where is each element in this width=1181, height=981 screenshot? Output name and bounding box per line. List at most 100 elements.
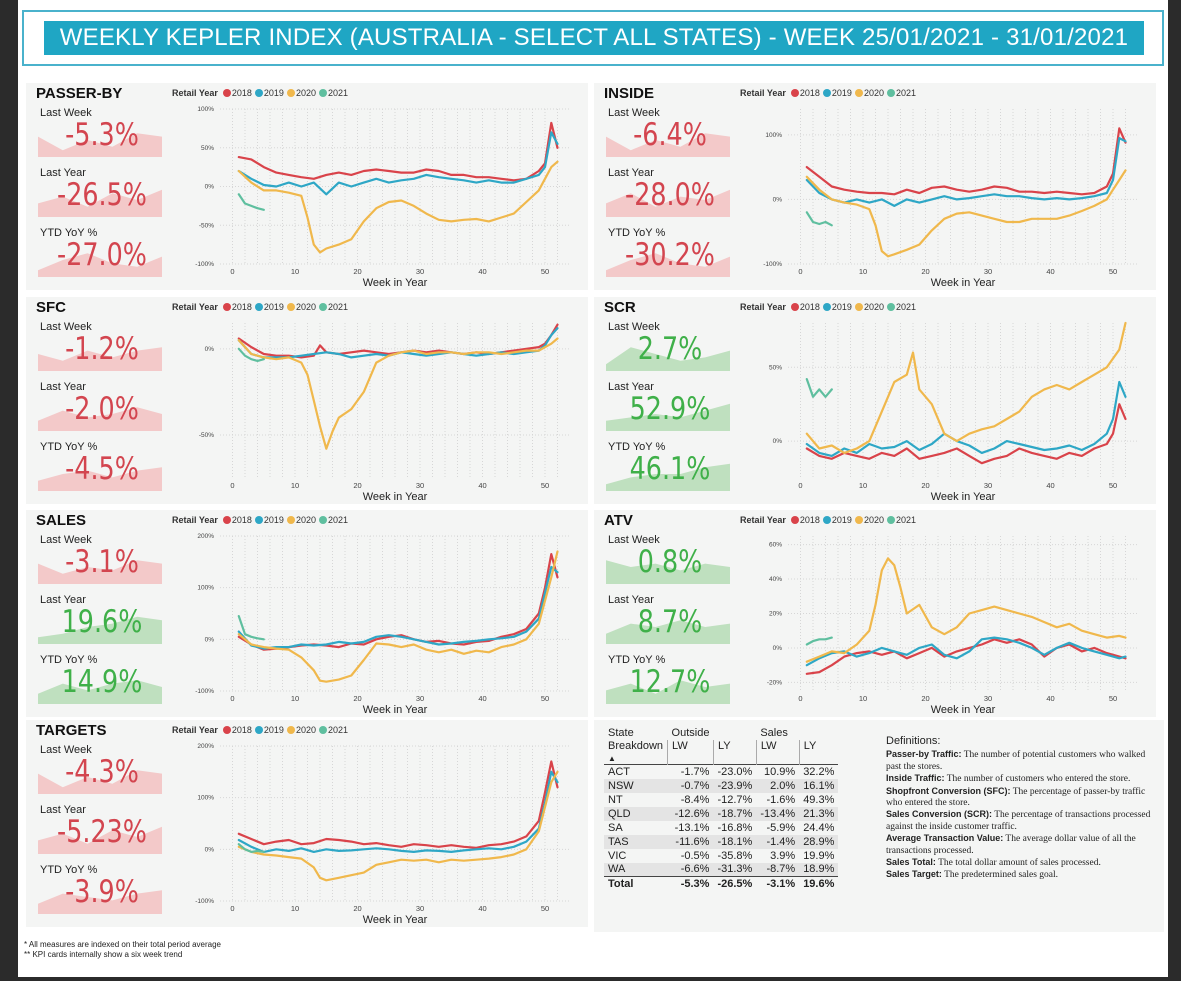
series-line-2018[interactable] bbox=[805, 638, 1127, 675]
series-line-2019[interactable] bbox=[237, 131, 559, 196]
legend-dot-2020[interactable] bbox=[854, 303, 863, 311]
legend-dot-2018[interactable] bbox=[222, 303, 231, 311]
kpi-card[interactable]: Last Year 19.6% bbox=[38, 594, 168, 650]
legend-dot-2020[interactable] bbox=[286, 726, 295, 734]
kpi-card[interactable]: Last Year 52.9% bbox=[606, 381, 736, 437]
legend-dot-2021[interactable] bbox=[886, 89, 895, 97]
series-line-2018[interactable] bbox=[237, 760, 559, 849]
legend-dot-2019[interactable] bbox=[822, 89, 831, 97]
legend-dot-2018[interactable] bbox=[790, 303, 799, 311]
legend-item-2021[interactable]: 2021 bbox=[327, 88, 348, 98]
series-line-2018[interactable] bbox=[805, 127, 1127, 196]
legend-dot-2021[interactable] bbox=[318, 726, 327, 734]
legend-item-2021[interactable]: 2021 bbox=[895, 302, 916, 312]
line-chart[interactable]: 50% 0% 0 10 20 30 40 50 Week in Year bbox=[746, 315, 1148, 505]
kpi-card[interactable]: YTD YoY % 14.9% bbox=[38, 654, 168, 710]
kpi-card[interactable]: Last Year -2.0% bbox=[38, 381, 168, 437]
table-row[interactable]: TAS -11.6% -18.1% -1.4% 28.9% bbox=[604, 834, 839, 849]
legend-dot-2019[interactable] bbox=[254, 726, 263, 734]
legend-dot-2019[interactable] bbox=[254, 516, 263, 524]
legend-dot-2018[interactable] bbox=[790, 516, 799, 524]
kpi-card[interactable]: YTD YoY % -30.2% bbox=[606, 227, 736, 283]
col-header-breakdown[interactable]: Breakdown ▲ bbox=[608, 740, 664, 763]
series-line-2020[interactable] bbox=[805, 169, 1127, 258]
table-row[interactable]: VIC -0.5% -35.8% 3.9% 19.9% bbox=[604, 849, 838, 863]
legend-item-2018[interactable]: 2018 bbox=[231, 88, 252, 98]
legend-item-2020[interactable]: 2020 bbox=[295, 88, 316, 98]
legend-item-2019[interactable]: 2019 bbox=[831, 515, 852, 525]
legend-item-2020[interactable]: 2020 bbox=[295, 302, 316, 312]
legend-dot-2021[interactable] bbox=[886, 303, 895, 311]
legend-dot-2018[interactable] bbox=[222, 726, 231, 734]
legend-dot-2019[interactable] bbox=[822, 303, 831, 311]
kpi-card[interactable]: YTD YoY % -27.0% bbox=[38, 227, 168, 283]
table-row[interactable]: NT -8.4% -12.7% -1.6% 49.3% bbox=[604, 793, 838, 807]
series-line-2021[interactable] bbox=[805, 378, 833, 398]
kpi-card[interactable]: Last Year -28.0% bbox=[606, 167, 736, 223]
series-line-2020[interactable] bbox=[237, 550, 559, 683]
series-line-2020[interactable] bbox=[805, 557, 1127, 663]
series-line-2019[interactable] bbox=[237, 770, 559, 853]
chart-legend[interactable]: Retail Year 2018 2019 2020 2021 bbox=[172, 88, 348, 98]
kpi-card[interactable]: YTD YoY % 46.1% bbox=[606, 441, 736, 497]
chart-legend[interactable]: Retail Year 2018 2019 2020 2021 bbox=[172, 302, 348, 312]
legend-item-2018[interactable]: 2018 bbox=[799, 88, 820, 98]
chart-legend[interactable]: Retail Year 2018 2019 2020 2021 bbox=[172, 725, 348, 735]
col-header-outside-lw[interactable]: LW bbox=[667, 740, 714, 765]
kpi-card[interactable]: Last Week -1.2% bbox=[38, 321, 168, 377]
table-row[interactable]: WA -6.6% -31.3% -8.7% 18.9% bbox=[604, 862, 839, 877]
kpi-card[interactable]: YTD YoY % 12.7% bbox=[606, 654, 736, 710]
series-line-2019[interactable] bbox=[805, 137, 1127, 207]
legend-dot-2020[interactable] bbox=[286, 516, 295, 524]
series-line-2021[interactable] bbox=[237, 615, 265, 641]
sort-asc-icon[interactable]: ▲ bbox=[608, 754, 616, 763]
legend-item-2019[interactable]: 2019 bbox=[263, 515, 284, 525]
kpi-card[interactable]: Last Year -26.5% bbox=[38, 167, 168, 223]
legend-item-2021[interactable]: 2021 bbox=[895, 515, 916, 525]
legend-item-2021[interactable]: 2021 bbox=[327, 725, 348, 735]
line-chart[interactable]: 200% 100% 0% -100% 0 10 20 30 40 50 Week in Year bbox=[178, 528, 580, 718]
line-chart[interactable]: 0% -50% 0 10 20 30 40 50 Week in Year bbox=[178, 315, 580, 505]
legend-item-2020[interactable]: 2020 bbox=[863, 88, 884, 98]
legend-item-2019[interactable]: 2019 bbox=[831, 88, 852, 98]
kpi-card[interactable]: Last Year 8.7% bbox=[606, 594, 736, 650]
legend-dot-2020[interactable] bbox=[286, 303, 295, 311]
series-line-2018[interactable] bbox=[805, 403, 1127, 465]
kpi-card[interactable]: Last Year -5.23% bbox=[38, 804, 168, 860]
kpi-card[interactable]: Last Week -6.4% bbox=[606, 107, 736, 163]
legend-dot-2020[interactable] bbox=[854, 89, 863, 97]
legend-item-2018[interactable]: 2018 bbox=[799, 302, 820, 312]
legend-item-2021[interactable]: 2021 bbox=[895, 88, 916, 98]
col-header-outside-ly[interactable]: LY bbox=[712, 740, 757, 765]
kpi-card[interactable]: Last Week -3.1% bbox=[38, 534, 168, 590]
line-chart[interactable]: 200% 100% 0% -100% 0 10 20 30 40 50 Week in Year bbox=[178, 738, 580, 928]
table-row[interactable]: ACT -1.7% -23.0% 10.9% 32.2% bbox=[604, 765, 838, 779]
kpi-card[interactable]: YTD YoY % -3.9% bbox=[38, 864, 168, 920]
legend-item-2018[interactable]: 2018 bbox=[231, 302, 252, 312]
series-line-2019[interactable] bbox=[237, 565, 559, 650]
col-header-outside[interactable]: Outside bbox=[671, 727, 710, 739]
series-line-2019[interactable] bbox=[237, 327, 559, 359]
chart-legend[interactable]: Retail Year 2018 2019 2020 2021 bbox=[740, 302, 916, 312]
legend-dot-2019[interactable] bbox=[254, 303, 263, 311]
series-line-2021[interactable] bbox=[805, 636, 833, 646]
table-row[interactable]: NSW -0.7% -23.9% 2.0% 16.1% bbox=[604, 778, 839, 793]
legend-item-2019[interactable]: 2019 bbox=[263, 725, 284, 735]
series-line-2021[interactable] bbox=[237, 347, 265, 362]
series-line-2018[interactable] bbox=[237, 121, 559, 182]
legend-item-2019[interactable]: 2019 bbox=[263, 302, 284, 312]
legend-dot-2021[interactable] bbox=[318, 516, 327, 524]
kpi-card[interactable]: Last Week -5.3% bbox=[38, 107, 168, 163]
kpi-card[interactable]: Last Week 0.8% bbox=[606, 534, 736, 590]
line-chart[interactable]: 100% 0% -100% 0 10 20 30 40 50 Week in Year bbox=[746, 101, 1148, 291]
legend-dot-2021[interactable] bbox=[318, 303, 327, 311]
legend-dot-2018[interactable] bbox=[222, 516, 231, 524]
legend-dot-2020[interactable] bbox=[286, 89, 295, 97]
legend-dot-2019[interactable] bbox=[254, 89, 263, 97]
legend-item-2018[interactable]: 2018 bbox=[799, 515, 820, 525]
table-row[interactable]: QLD -12.6% -18.7% -13.4% 21.3% bbox=[604, 806, 839, 821]
legend-item-2020[interactable]: 2020 bbox=[863, 515, 884, 525]
legend-item-2020[interactable]: 2020 bbox=[863, 302, 884, 312]
chart-legend[interactable]: Retail Year 2018 2019 2020 2021 bbox=[740, 515, 916, 525]
legend-item-2018[interactable]: 2018 bbox=[231, 515, 252, 525]
